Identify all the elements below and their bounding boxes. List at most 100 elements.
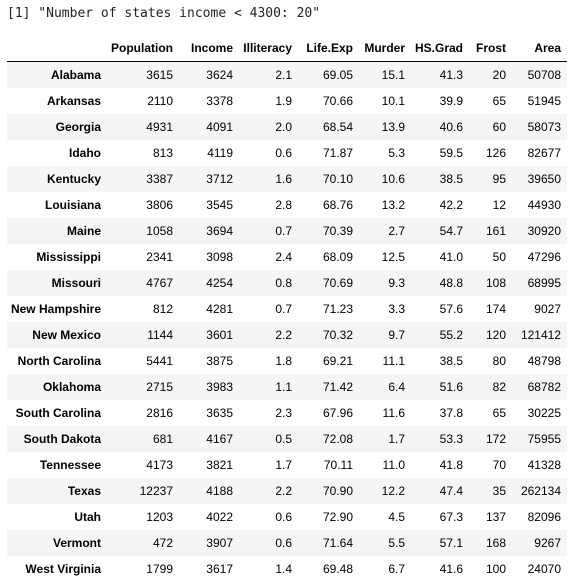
row-label: Texas: [67, 484, 101, 498]
table-cell: 70.66: [322, 94, 353, 108]
table-cell: 4767: [146, 276, 173, 290]
table-cell: 72.08: [322, 432, 353, 446]
table-cell: 1.7: [388, 432, 405, 446]
row-label: Oklahoma: [42, 380, 101, 394]
table-cell: 161: [485, 224, 506, 238]
table-cell: 37.8: [439, 406, 463, 420]
row-label: Mississippi: [36, 250, 101, 264]
table-cell: 1.8: [275, 354, 292, 368]
table-cell: 12.2: [381, 484, 405, 498]
table-cell: 1.6: [275, 172, 292, 186]
table-cell: 9267: [534, 536, 561, 550]
column-header: HS.Grad: [411, 35, 469, 62]
table-cell: 47.4: [439, 484, 463, 498]
table-cell: 0.7: [275, 224, 292, 238]
table-header: Population Income Illiteracy Life.Exp Murder…: [7, 35, 567, 62]
table-cell: 812: [152, 302, 173, 316]
table-row: Maine 1058 3694 0.7 70.39 2.7 54.7 161 30920: [7, 218, 567, 244]
table-row: South Carolina 2816 3635 2.3 67.96 11.6 37.8 65…: [7, 400, 567, 426]
table-cell: 9.3: [388, 276, 405, 290]
table-cell: 4188: [206, 484, 233, 498]
table-cell: 30225: [527, 406, 561, 420]
table-cell: 11.0: [382, 458, 405, 472]
table-cell: 1.7: [275, 458, 292, 472]
row-label: New Hampshire: [10, 302, 101, 316]
table-cell: 58073: [527, 120, 561, 134]
table-cell: 68995: [527, 276, 561, 290]
table-cell: 9.7: [388, 328, 405, 342]
table-cell: 20: [492, 68, 506, 82]
row-label: Tennessee: [39, 458, 101, 472]
row-label: Idaho: [69, 146, 101, 160]
table-cell: 0.6: [275, 536, 292, 550]
table-cell: 72.90: [322, 510, 353, 524]
table-cell: 2.0: [275, 120, 292, 134]
table-cell: 2.3: [275, 406, 292, 420]
table-cell: 24070: [527, 562, 561, 576]
table-cell: 0.5: [275, 432, 292, 446]
table-cell: 68.76: [322, 198, 353, 212]
table-cell: 3601: [206, 328, 233, 342]
table-cell: 67.3: [439, 510, 463, 524]
table-cell: 12: [492, 198, 506, 212]
table-row: Utah 1203 4022 0.6 72.90 4.5 67.3 137 82096: [7, 504, 567, 530]
table-cell: 41.3: [439, 68, 463, 82]
table-cell: 57.6: [439, 302, 463, 316]
table-row: Mississippi 2341 3098 2.4 68.09 12.5 41.0 50 472…: [7, 244, 567, 270]
table-cell: 3387: [146, 172, 173, 186]
table-cell: 65: [492, 406, 506, 420]
table-cell: 39.9: [439, 94, 463, 108]
row-label: South Carolina: [15, 406, 101, 420]
table-cell: 2816: [146, 406, 173, 420]
table-cell: 10.6: [381, 172, 405, 186]
table-row: Texas 12237 4188 2.2 70.90 12.2 47.4 35 262134: [7, 478, 567, 504]
table-cell: 50708: [527, 68, 561, 82]
table-row: Georgia 4931 4091 2.0 68.54 13.9 40.6 60 58073: [7, 114, 567, 140]
table-cell: 2715: [146, 380, 173, 394]
table-cell: 80: [492, 354, 506, 368]
table-cell: 48798: [527, 354, 561, 368]
table-cell: 5441: [146, 354, 173, 368]
table-cell: 12237: [139, 484, 173, 498]
table-cell: 69.21: [322, 354, 353, 368]
table-cell: 5.3: [388, 146, 405, 160]
table-cell: 60: [492, 120, 506, 134]
table-cell: 68782: [527, 380, 561, 394]
table-cell: 95: [492, 172, 506, 186]
row-label: Arkansas: [46, 94, 101, 108]
table-cell: 9027: [534, 302, 561, 316]
table-cell: 41328: [527, 458, 561, 472]
table-cell: 42.2: [439, 198, 463, 212]
table-cell: 50: [492, 250, 506, 264]
row-label: South Dakota: [23, 432, 101, 446]
table-row: Idaho 813 4119 0.6 71.87 5.3 59.5 126 82677: [7, 140, 567, 166]
table-cell: 65: [492, 94, 506, 108]
column-header: Life.Exp: [298, 35, 359, 62]
table-cell: 30920: [527, 224, 561, 238]
table-cell: 70.11: [323, 458, 353, 472]
table-cell: 4119: [207, 146, 233, 160]
table-cell: 4173: [146, 458, 173, 472]
table-cell: 121412: [520, 328, 561, 342]
row-label: Maine: [66, 224, 101, 238]
table-cell: 69.48: [322, 562, 353, 576]
table-cell: 12.5: [381, 250, 405, 264]
table-row: Louisiana 3806 3545 2.8 68.76 13.2 42.2 12 44930: [7, 192, 567, 218]
table-cell: 4022: [206, 510, 233, 524]
column-header: Murder: [359, 35, 411, 62]
table-cell: 3098: [206, 250, 233, 264]
table-cell: 1.9: [275, 94, 292, 108]
table-cell: 3821: [206, 458, 233, 472]
table-cell: 3635: [206, 406, 233, 420]
table-cell: 120: [485, 328, 506, 342]
row-label: Utah: [74, 510, 101, 524]
table-cell: 2.8: [275, 198, 292, 212]
table-cell: 0.6: [275, 510, 292, 524]
table-cell: 3545: [206, 198, 233, 212]
row-label: New Mexico: [32, 328, 101, 342]
table-cell: 3983: [206, 380, 233, 394]
table-row: Vermont 472 3907 0.6 71.64 5.5 57.1 168 9267: [7, 530, 567, 556]
table-cell: 3378: [206, 94, 233, 108]
table-cell: 39650: [527, 172, 561, 186]
table-cell: 100: [485, 562, 506, 576]
